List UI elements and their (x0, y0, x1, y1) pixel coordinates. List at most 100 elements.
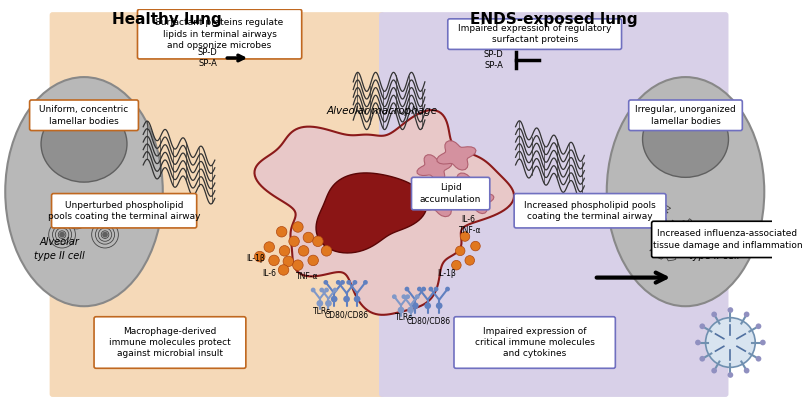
Circle shape (293, 222, 303, 232)
Circle shape (255, 252, 265, 262)
Circle shape (392, 294, 396, 299)
Circle shape (451, 261, 461, 270)
Circle shape (325, 300, 332, 307)
Circle shape (421, 286, 426, 291)
Circle shape (279, 246, 290, 256)
Circle shape (299, 246, 309, 256)
Circle shape (434, 286, 438, 291)
FancyBboxPatch shape (49, 12, 385, 397)
Circle shape (398, 307, 404, 314)
Circle shape (756, 323, 761, 329)
Circle shape (74, 212, 79, 218)
Circle shape (436, 302, 443, 309)
Text: IL-1β: IL-1β (438, 269, 456, 278)
Circle shape (756, 356, 761, 362)
Circle shape (308, 255, 319, 266)
Text: Increased influenza-associated
tissue damage and inflammation: Increased influenza-associated tissue da… (653, 229, 803, 249)
Circle shape (277, 226, 287, 237)
FancyBboxPatch shape (52, 194, 197, 228)
Circle shape (695, 339, 701, 345)
Circle shape (269, 255, 279, 266)
Circle shape (332, 288, 337, 292)
Circle shape (331, 296, 337, 302)
Circle shape (743, 312, 749, 317)
FancyBboxPatch shape (30, 100, 138, 131)
Polygon shape (316, 173, 427, 253)
Circle shape (407, 307, 414, 314)
Polygon shape (461, 189, 494, 214)
FancyBboxPatch shape (629, 100, 743, 131)
Circle shape (264, 242, 274, 252)
Text: Uniform, concentric
lamellar bodies: Uniform, concentric lamellar bodies (40, 105, 129, 125)
Text: Healthy lung: Healthy lung (112, 12, 222, 27)
Circle shape (313, 236, 323, 247)
Circle shape (743, 368, 749, 374)
Circle shape (412, 302, 419, 309)
FancyBboxPatch shape (515, 194, 666, 228)
Circle shape (727, 372, 733, 378)
Circle shape (425, 302, 431, 309)
FancyBboxPatch shape (94, 317, 246, 368)
Circle shape (324, 288, 329, 292)
Text: SP-D
SP-A: SP-D SP-A (484, 50, 503, 70)
Circle shape (415, 294, 420, 299)
Circle shape (727, 307, 733, 313)
Text: CD80/CD86: CD80/CD86 (324, 311, 369, 320)
FancyBboxPatch shape (412, 177, 489, 210)
Text: Lipid
accumulation: Lipid accumulation (420, 183, 481, 204)
Polygon shape (663, 244, 669, 250)
Circle shape (711, 312, 717, 317)
Text: Alveolar
type II cell: Alveolar type II cell (688, 237, 739, 261)
Text: Irregular, unorganized
lamellar bodies: Irregular, unorganized lamellar bodies (635, 105, 736, 125)
Polygon shape (417, 155, 452, 181)
Circle shape (760, 339, 765, 345)
Circle shape (700, 356, 705, 362)
Circle shape (340, 280, 345, 285)
FancyBboxPatch shape (454, 317, 616, 368)
Circle shape (417, 286, 421, 291)
Circle shape (321, 246, 332, 256)
Text: Alveolar macrophage: Alveolar macrophage (326, 106, 438, 115)
Ellipse shape (5, 77, 163, 306)
Text: Unperturbed phospholipid
pools coating the terminal airway: Unperturbed phospholipid pools coating t… (48, 201, 201, 221)
Circle shape (324, 280, 328, 285)
Circle shape (316, 300, 323, 307)
Polygon shape (651, 208, 657, 214)
Text: Impaired expression of regulatory
surfactant proteins: Impaired expression of regulatory surfac… (458, 24, 612, 44)
Circle shape (59, 232, 65, 238)
Circle shape (405, 294, 410, 299)
Circle shape (711, 368, 717, 374)
Circle shape (429, 286, 434, 291)
Text: IL-6: IL-6 (461, 215, 475, 224)
Polygon shape (437, 141, 476, 170)
Circle shape (289, 236, 299, 247)
Text: ENDS-exposed lung: ENDS-exposed lung (470, 12, 637, 27)
Polygon shape (449, 173, 486, 201)
Circle shape (460, 232, 470, 241)
Circle shape (353, 280, 358, 285)
Circle shape (293, 260, 303, 270)
Circle shape (303, 232, 314, 243)
Circle shape (343, 296, 350, 302)
Circle shape (346, 280, 351, 285)
Text: IL-6: IL-6 (262, 269, 276, 278)
Circle shape (336, 280, 341, 285)
Ellipse shape (642, 101, 728, 177)
Circle shape (445, 286, 450, 291)
Circle shape (471, 241, 481, 251)
Text: CD80/CD86: CD80/CD86 (407, 316, 451, 326)
Text: Macrophage-derived
immune molecules protect
against microbial insult: Macrophage-derived immune molecules prot… (109, 327, 231, 358)
Text: IL-1β: IL-1β (247, 254, 265, 263)
Polygon shape (255, 110, 514, 315)
FancyBboxPatch shape (379, 12, 728, 397)
Text: TNF-α: TNF-α (296, 272, 319, 282)
Text: TLRs: TLRs (312, 307, 331, 316)
Polygon shape (419, 186, 460, 217)
Circle shape (354, 296, 361, 302)
Text: Alveolar
type II cell: Alveolar type II cell (34, 237, 85, 261)
Circle shape (320, 288, 324, 292)
Circle shape (363, 280, 368, 285)
Circle shape (404, 286, 409, 291)
Circle shape (705, 318, 756, 367)
Circle shape (102, 232, 108, 238)
